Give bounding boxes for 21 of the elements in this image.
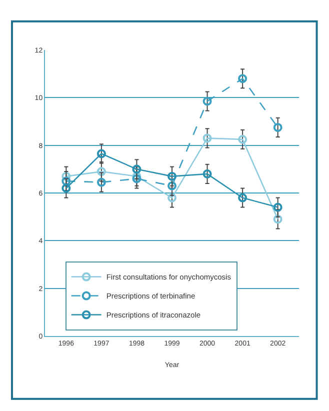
point: [132, 174, 142, 184]
point: [132, 164, 142, 174]
point: [202, 96, 212, 106]
point: [62, 176, 71, 186]
point: [96, 167, 106, 176]
point: [168, 193, 176, 202]
point: [168, 172, 176, 181]
point: [96, 178, 106, 187]
point: [62, 172, 71, 181]
point: [96, 149, 106, 158]
point: [238, 193, 248, 202]
point: [202, 169, 212, 178]
point: [238, 134, 248, 144]
point: [238, 74, 248, 84]
point: [168, 181, 176, 190]
point: [202, 134, 212, 143]
point: [62, 184, 71, 193]
point: [273, 202, 282, 212]
point: [132, 172, 142, 181]
point: [273, 122, 282, 132]
point: [273, 214, 282, 224]
